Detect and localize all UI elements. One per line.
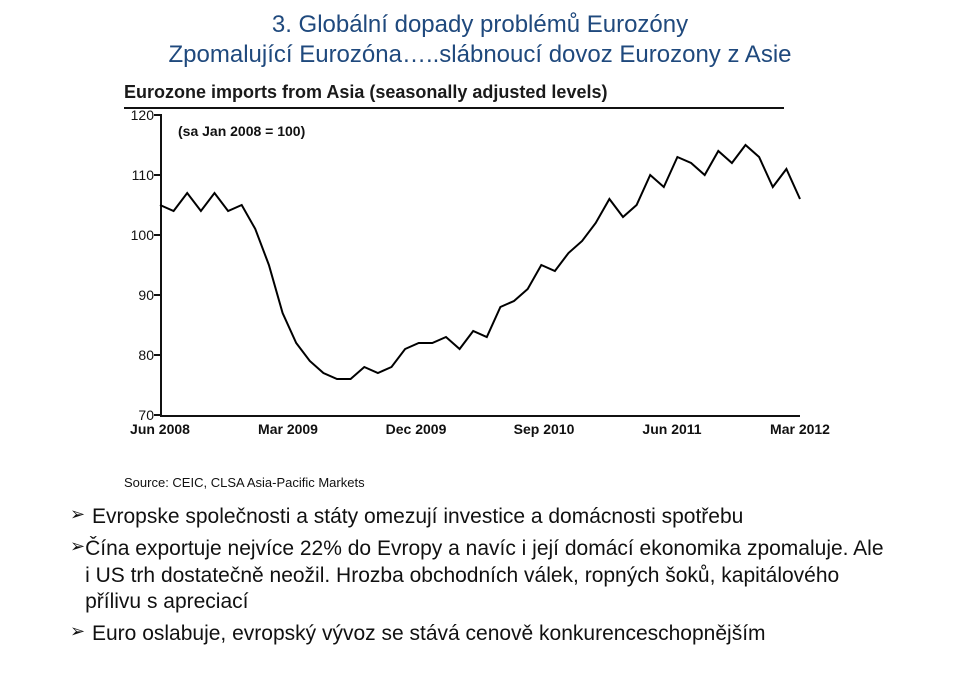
bullet-row: ➢Čína exportuje nejvíce 22% do Evropy a … [70, 536, 890, 615]
y-axis: 708090100110120 [120, 115, 162, 415]
x-axis [160, 415, 800, 417]
bullet-row: ➢Euro oslabuje, evropský vývoz se stává … [70, 621, 890, 647]
bullet-text: Čína exportuje nejvíce 22% do Evropy a n… [85, 536, 890, 615]
chart-title-underline [124, 107, 784, 109]
chart-source: Source: CEIC, CLSA Asia-Pacific Markets [120, 455, 840, 490]
bullet-glyph-icon: ➢ [70, 504, 92, 526]
chart-card: Eurozone imports from Asia (seasonally a… [120, 76, 840, 490]
title-line-1: 3. Globální dopady problémů Eurozóny [40, 10, 920, 40]
y-tick-label: 80 [120, 347, 154, 363]
y-tick-label: 100 [120, 227, 154, 243]
chart-line [160, 145, 800, 379]
x-tick-label: Mar 2009 [258, 421, 318, 437]
title-line-2: Zpomalující Eurozóna…..slábnoucí dovoz E… [40, 40, 920, 70]
x-tick-label: Mar 2012 [770, 421, 830, 437]
y-tick-label: 120 [120, 107, 154, 123]
chart-plot [160, 115, 800, 415]
bullets: ➢Evropske společnosti a státy omezují in… [70, 504, 890, 647]
chart-area: 708090100110120 (sa Jan 2008 = 100) Jun … [120, 115, 820, 455]
bullet-text: Evropske společnosti a státy omezují inv… [92, 504, 743, 530]
y-tick-label: 90 [120, 287, 154, 303]
x-tick-label: Jun 2011 [642, 421, 701, 437]
title-block: 3. Globální dopady problémů Eurozóny Zpo… [40, 10, 920, 70]
chart-title: Eurozone imports from Asia (seasonally a… [120, 76, 840, 107]
page: 3. Globální dopady problémů Eurozóny Zpo… [0, 0, 960, 687]
bullet-row: ➢Evropske společnosti a státy omezují in… [70, 504, 890, 530]
bullet-text: Euro oslabuje, evropský vývoz se stává c… [92, 621, 766, 647]
x-tick-label: Jun 2008 [130, 421, 190, 437]
bullet-glyph-icon: ➢ [70, 621, 92, 643]
x-tick-label: Dec 2009 [386, 421, 447, 437]
x-tick-label: Sep 2010 [514, 421, 575, 437]
y-tick-label: 110 [120, 167, 154, 183]
bullet-glyph-icon: ➢ [70, 536, 85, 558]
